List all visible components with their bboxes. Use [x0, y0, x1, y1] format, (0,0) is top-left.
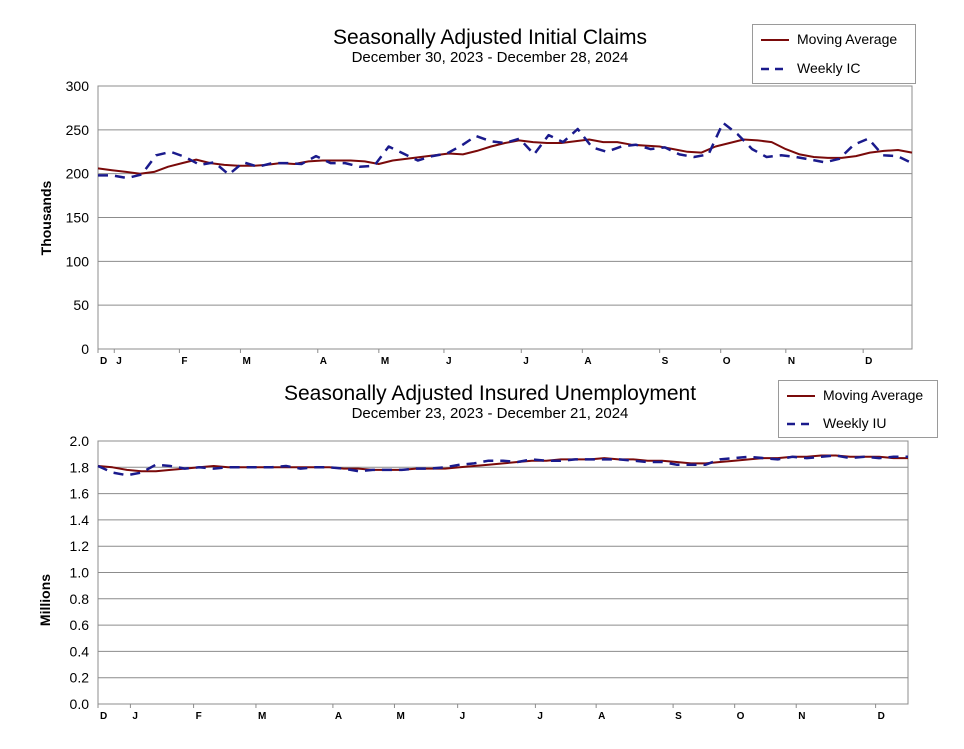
- x-tick-label: J: [523, 356, 529, 367]
- y-tick-label: 1.6: [70, 486, 90, 502]
- y-tick-label: 200: [66, 166, 90, 182]
- y-tick-label: 2.0: [70, 433, 90, 449]
- y-tick-label: 0.0: [70, 696, 90, 712]
- chart-title: Seasonally Adjusted Insured Unemployment: [283, 382, 697, 405]
- x-tick-label: J: [537, 711, 543, 722]
- initial-claims-chart: Seasonally Adjusted Initial Claims Decem…: [0, 0, 964, 370]
- x-tick-label: F: [196, 711, 202, 722]
- y-tick-label: 1.4: [70, 512, 90, 528]
- y-tick-label: 50: [73, 297, 89, 313]
- y-tick-label: 1.0: [70, 565, 90, 581]
- x-tick-label: M: [242, 356, 250, 367]
- x-tick-label: M: [396, 711, 404, 722]
- y-tick-label: 0.8: [70, 591, 90, 607]
- series-weekly: [98, 121, 913, 180]
- y-tick-label: 100: [66, 253, 90, 269]
- legend-label: Weekly IU: [823, 415, 887, 431]
- x-tick-label: M: [258, 711, 266, 722]
- legend-label: Moving Average: [823, 387, 924, 403]
- insured-unemployment-plot: 0.0 0.2 0.4 0.6 0.8 1.0 1.2 1.4 1.6 1.8 2.0 D J F M A M J…: [70, 433, 909, 722]
- series-moving-average: [97, 138, 913, 175]
- y-tick-label: 0.6: [70, 617, 90, 633]
- x-tick-label: J: [116, 356, 122, 367]
- y-tick-label: 150: [66, 210, 90, 226]
- x-tick-label: F: [181, 356, 187, 367]
- y-tick-label: 250: [66, 122, 90, 138]
- x-tick-label: S: [675, 711, 682, 722]
- legend: Moving Average Weekly IC: [752, 24, 916, 84]
- series-weekly: [97, 454, 908, 477]
- y-tick-label: 1.8: [70, 459, 90, 475]
- y-tick-label: 0.4: [70, 643, 90, 659]
- chart-title: Seasonally Adjusted Initial Claims: [333, 26, 647, 49]
- y-tick-label: 1.2: [70, 538, 90, 554]
- x-tick-label: D: [100, 356, 107, 367]
- legend: Moving Average Weekly IU: [778, 380, 938, 438]
- x-tick-label: J: [132, 711, 138, 722]
- x-tick-label: N: [798, 711, 805, 722]
- x-tick-label: A: [320, 356, 327, 367]
- y-tick-label: 0.2: [70, 670, 90, 686]
- x-tick-label: A: [335, 711, 342, 722]
- x-tick-label: O: [723, 356, 731, 367]
- x-tick-label: J: [446, 356, 452, 367]
- legend-label: Moving Average: [797, 31, 898, 47]
- x-tick-label: J: [460, 711, 466, 722]
- x-tick-label: N: [788, 356, 795, 367]
- x-tick-label: D: [100, 711, 107, 722]
- insured-unemployment-chart: Seasonally Adjusted Insured Unemployment…: [0, 370, 964, 749]
- x-tick-label: D: [878, 711, 885, 722]
- y-tick-label: 300: [66, 78, 90, 94]
- x-tick-label: S: [662, 356, 669, 367]
- x-tick-label: A: [598, 711, 605, 722]
- legend-label: Weekly IC: [797, 60, 861, 76]
- chart-subtitle: December 23, 2023 - December 21, 2024: [351, 405, 629, 422]
- y-tick-label: 0: [81, 341, 89, 357]
- x-tick-label: D: [865, 356, 872, 367]
- chart-subtitle: December 30, 2023 - December 28, 2024: [351, 49, 629, 66]
- x-tick-label: M: [381, 356, 389, 367]
- x-tick-label: A: [584, 356, 591, 367]
- x-tick-label: O: [737, 711, 745, 722]
